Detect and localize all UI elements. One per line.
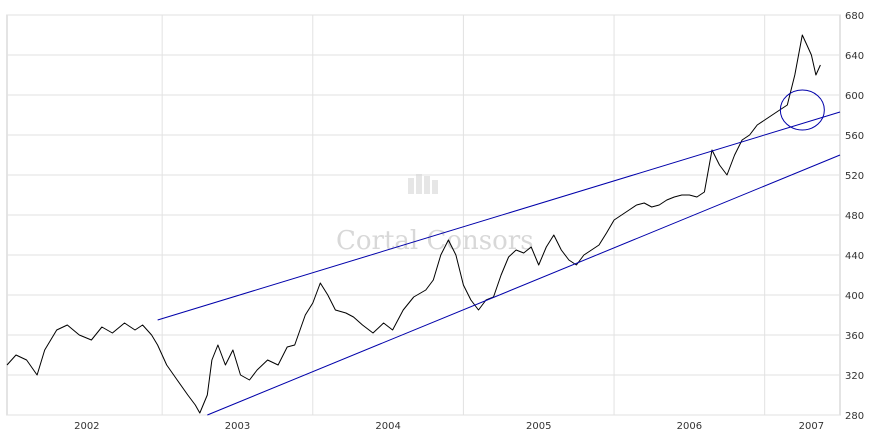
- x-tick-label: 2002: [74, 421, 99, 432]
- y-tick-label: 360: [845, 331, 864, 342]
- x-tick-label: 2005: [526, 421, 551, 432]
- x-tick-label: 2007: [799, 421, 824, 432]
- y-tick-label: 680: [845, 11, 864, 22]
- watermark-text: Cortal Consors: [336, 226, 534, 256]
- annotation-circle: [779, 89, 825, 131]
- x-tick-label: 2003: [225, 421, 250, 432]
- grid: [7, 14, 840, 416]
- watermark: Cortal Consors: [336, 174, 534, 256]
- y-tick-label: 440: [845, 251, 864, 262]
- series-line: [6, 34, 821, 414]
- y-tick-label: 640: [845, 51, 864, 62]
- x-tick-label: 2006: [677, 421, 702, 432]
- trendline: [207, 154, 841, 416]
- y-tick-label: 280: [845, 411, 864, 422]
- y-tick-label: 600: [845, 91, 864, 102]
- trendline: [157, 111, 841, 321]
- y-tick-label: 560: [845, 131, 864, 142]
- y-tick-label: 480: [845, 211, 864, 222]
- y-tick-label: 320: [845, 371, 864, 382]
- y-tick-label: 400: [845, 291, 864, 302]
- annotations: [779, 89, 825, 131]
- y-tick-label: 520: [845, 171, 864, 182]
- trendlines: [157, 111, 841, 416]
- watermark-logo-icon: [408, 174, 438, 194]
- series-layer: [6, 34, 821, 414]
- x-tick-label: 2004: [375, 421, 400, 432]
- axes: 280 320 360 400 440 480 520 560 600 640 680 2002 200…: [74, 11, 864, 432]
